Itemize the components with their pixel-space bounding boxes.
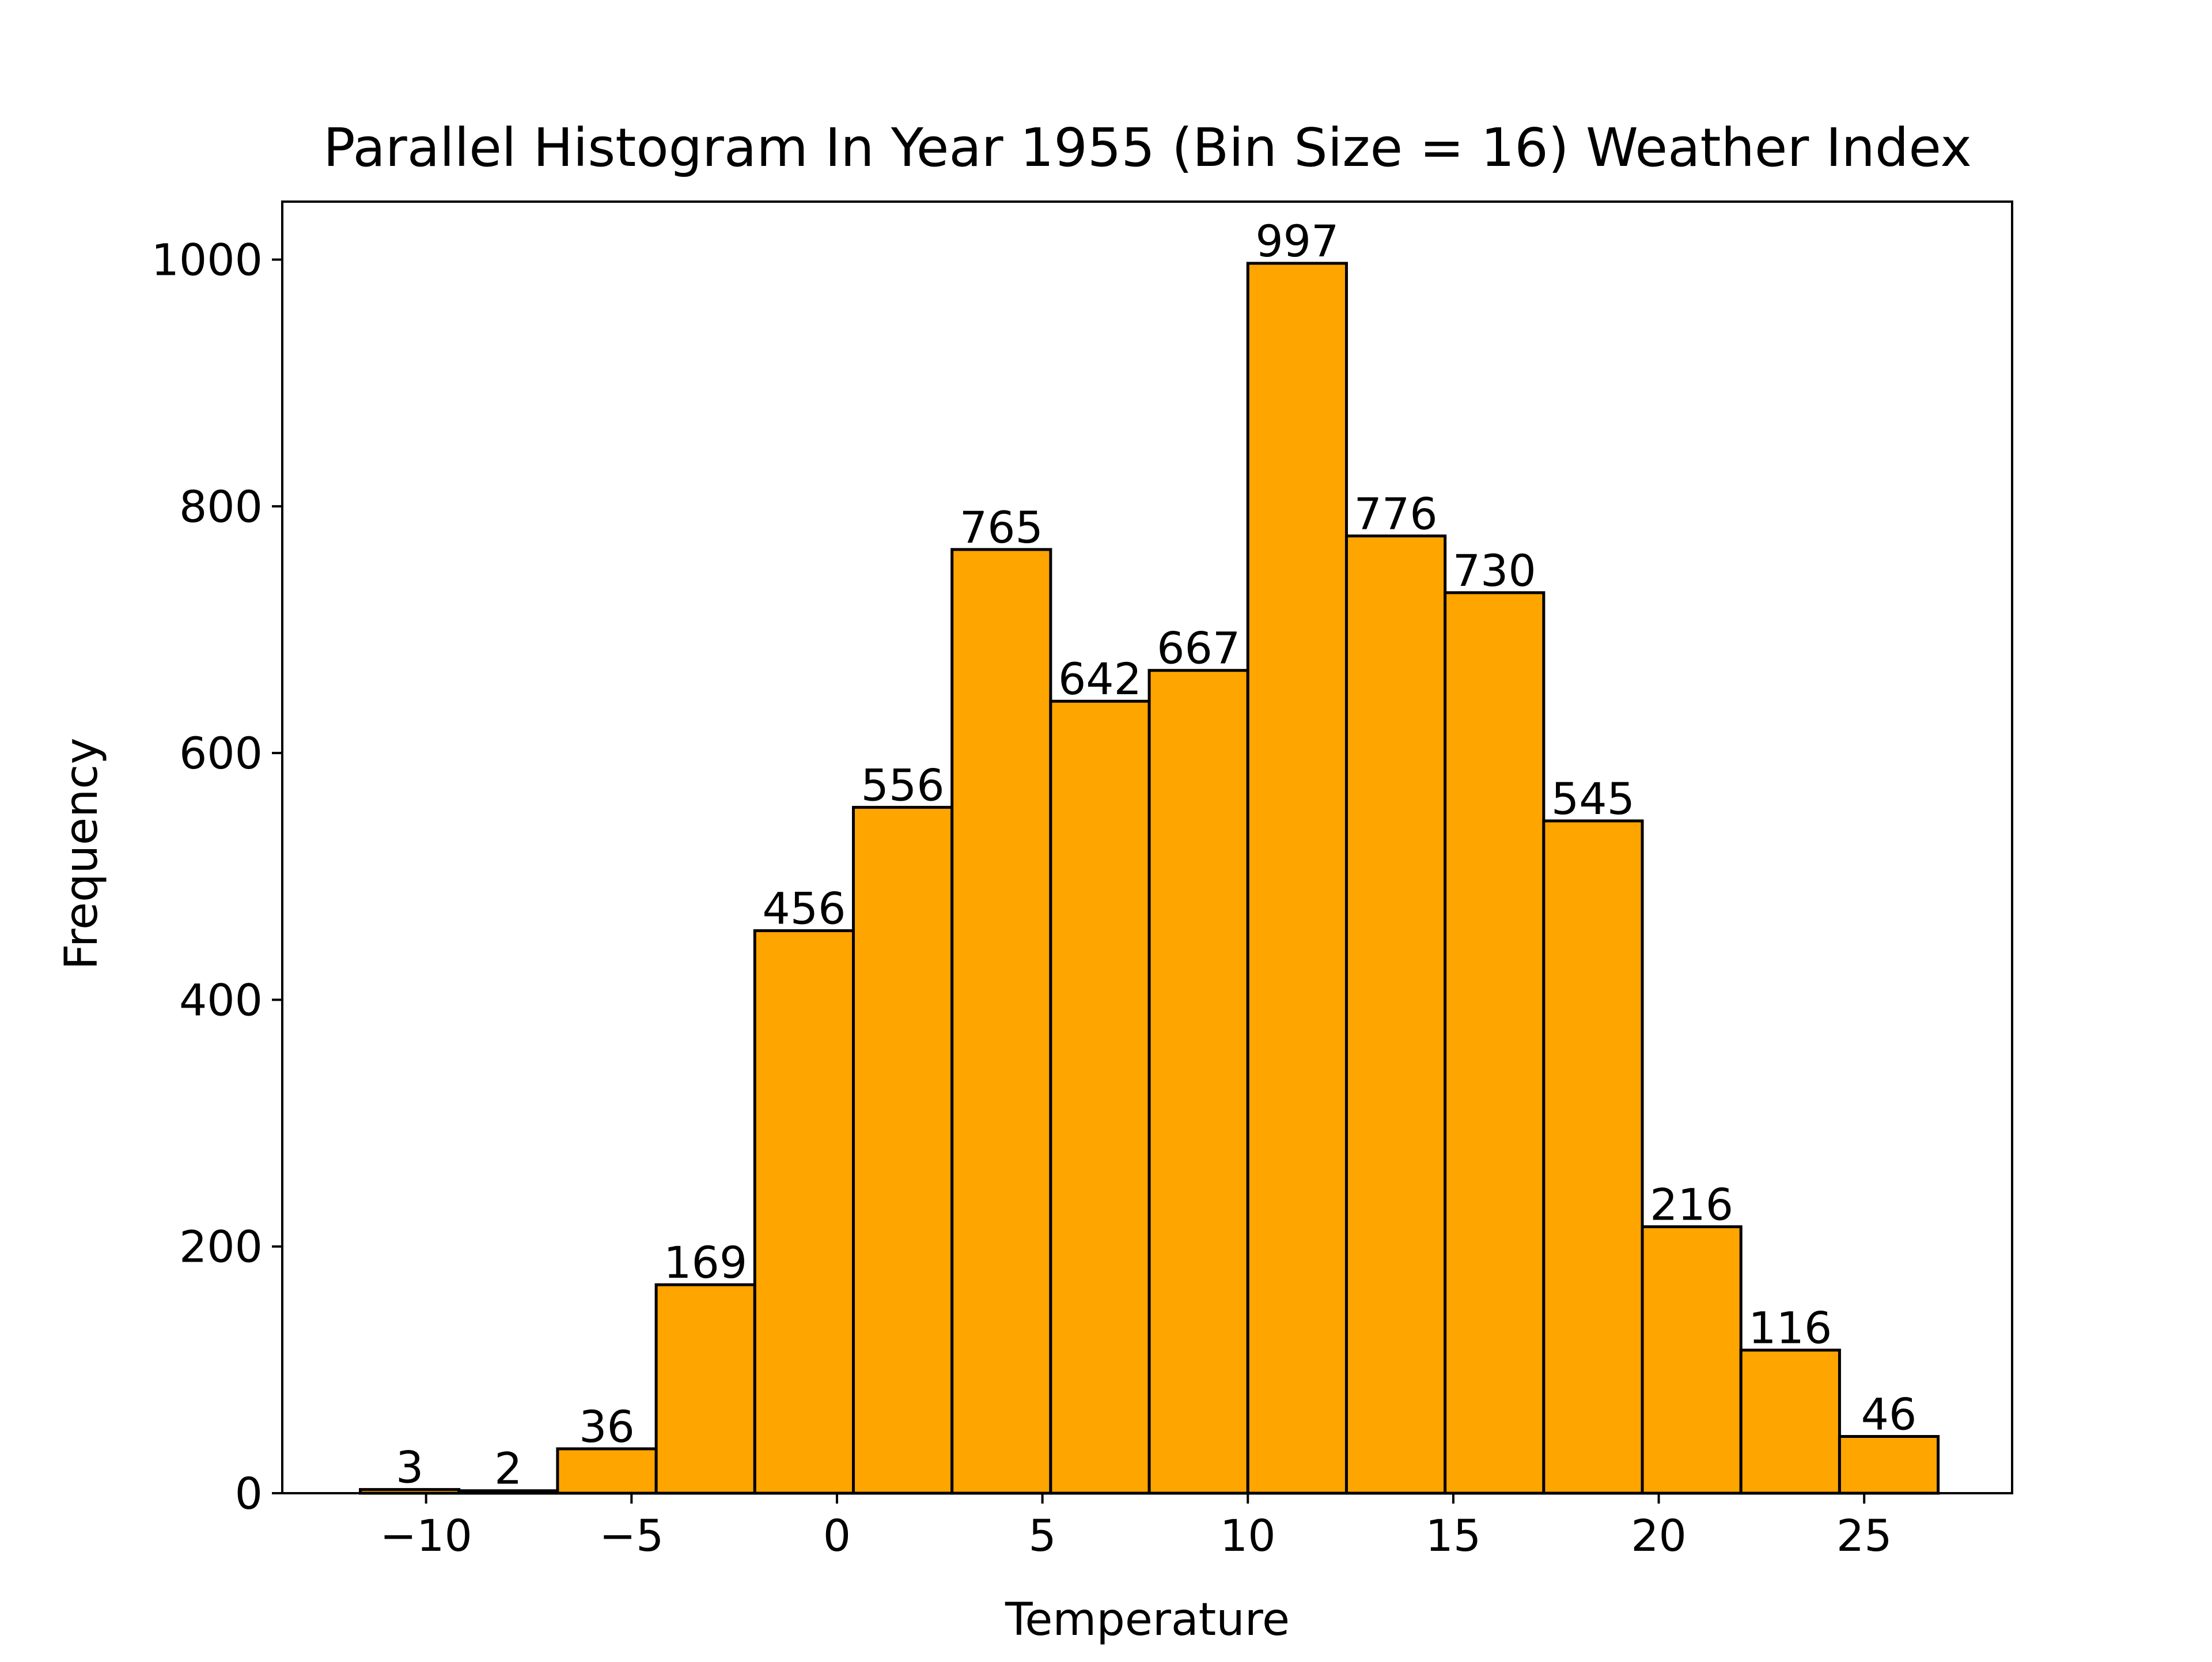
bar-value-label: 997 (1255, 215, 1339, 267)
bar-value-label: 667 (1157, 623, 1240, 674)
histogram-bar (753, 929, 855, 1495)
y-tick-label: 800 (179, 481, 263, 532)
y-axis-label: Frequency (56, 738, 108, 970)
plot-area-frame (281, 200, 2013, 1494)
bar-value-label: 545 (1551, 773, 1635, 824)
histogram-bar (851, 805, 954, 1495)
histogram-bar (1344, 534, 1447, 1495)
histogram-bar (1147, 669, 1249, 1495)
histogram-bar (950, 548, 1052, 1495)
bars-layer (359, 262, 1940, 1495)
bar-value-label: 642 (1058, 653, 1142, 705)
histogram-bar (1542, 819, 1644, 1495)
y-tick-label: 200 (179, 1221, 263, 1273)
bar-value-label: 46 (1861, 1388, 1917, 1440)
histogram-bar (1739, 1349, 1841, 1495)
bar-value-label: 116 (1748, 1303, 1832, 1354)
chart-title: Parallel Histogram In Year 1955 (Bin Siz… (323, 117, 1972, 179)
x-tick-label: −5 (599, 1510, 664, 1561)
y-tick-label: 600 (179, 728, 263, 779)
bar-value-label: 2 (494, 1443, 522, 1494)
x-axis: −10 −5 0 5 10 15 20 25 (380, 1493, 1892, 1561)
bar-value-label: 456 (762, 883, 846, 934)
y-tick-label: 1000 (151, 234, 263, 286)
bar-value-label: 556 (861, 759, 945, 811)
histogram-bar (654, 1283, 756, 1495)
bar-value-label: 765 (960, 502, 1043, 553)
bar-value-label: 36 (579, 1401, 635, 1452)
bar-value-label: 216 (1650, 1179, 1733, 1230)
histogram-bar (1049, 699, 1151, 1495)
histogram-bar (1641, 1225, 1743, 1495)
y-tick-label: 0 (235, 1468, 263, 1519)
x-tick-label: 10 (1220, 1510, 1276, 1561)
x-tick-label: 15 (1426, 1510, 1482, 1561)
bar-value-label: 3 (396, 1442, 423, 1493)
x-tick-label: −10 (380, 1510, 472, 1561)
y-tick-label: 400 (179, 974, 263, 1025)
x-tick-label: 25 (1836, 1510, 1892, 1561)
x-tick-label: 20 (1631, 1510, 1687, 1561)
histogram-bar (1838, 1434, 1940, 1495)
histogram-bar (556, 1447, 658, 1495)
y-axis: 0 200 400 600 800 1000 (151, 234, 282, 1519)
data-labels-layer: 3 2 36 169 456 556 765 642 667 997 776 730 545 216 116… (396, 215, 1916, 1494)
bar-value-label: 730 (1453, 545, 1536, 596)
histogram-bar (1444, 591, 1546, 1495)
histogram-bar (1246, 262, 1348, 1495)
x-tick-label: 5 (1028, 1510, 1056, 1561)
bar-value-label: 776 (1354, 488, 1438, 539)
x-axis-label: Temperature (1005, 1594, 1290, 1646)
bar-value-label: 169 (664, 1237, 747, 1288)
x-tick-label: 0 (823, 1510, 851, 1561)
